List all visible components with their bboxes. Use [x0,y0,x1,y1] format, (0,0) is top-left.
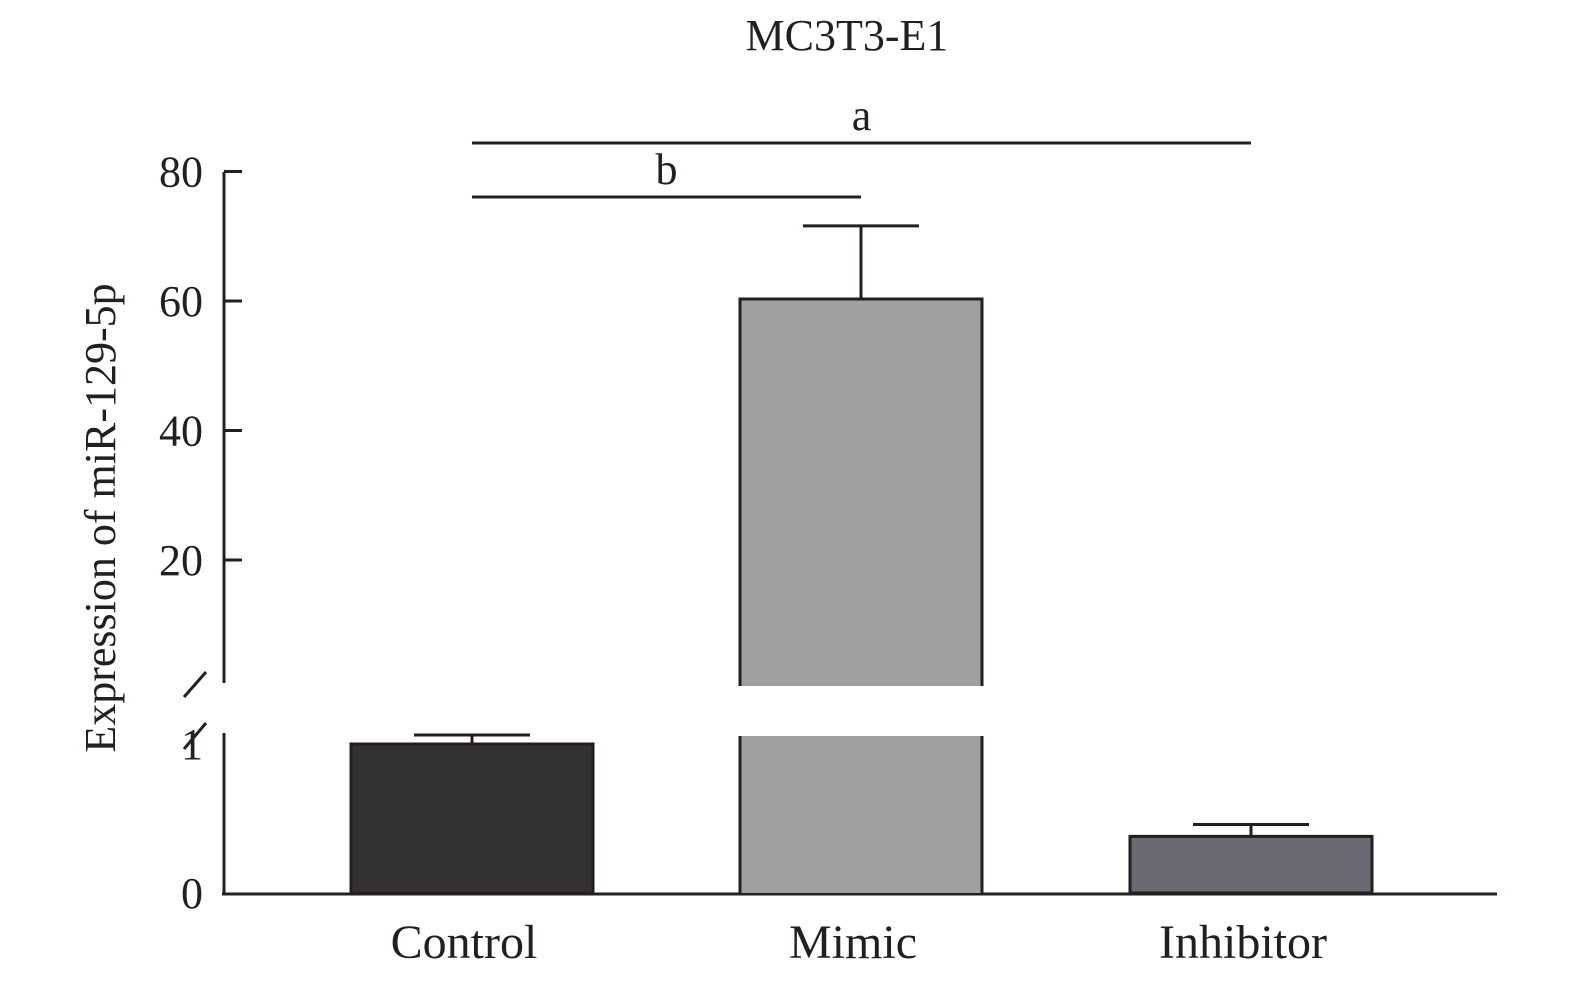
bar-mimic [740,299,982,686]
chart-title: MC3T3-E1 [746,11,949,60]
y-tick-label: 20 [159,536,203,585]
y-tick-label: 80 [159,148,203,197]
y-tick-label: 1 [181,720,203,769]
bar-mimic-lower [740,736,982,893]
significance-label: b [656,145,678,194]
x-tick-label: Inhibitor [1159,916,1327,969]
significance-label: a [852,91,872,140]
bar-inhibitor [1128,834,1374,895]
y-axis-label: Expression of miR-129-5p [76,283,125,752]
axis-break-mark [182,722,208,750]
x-tick-label: Mimic [789,916,917,969]
y-tick-label: 40 [159,407,203,456]
bar-control [349,742,595,895]
y-tick-label: 60 [159,277,203,326]
bar-outline [738,297,984,686]
x-tick-label: Control [391,916,538,969]
bar-outline [738,736,984,893]
axis-break-mark [182,671,208,698]
y-tick-label: 0 [181,869,203,918]
